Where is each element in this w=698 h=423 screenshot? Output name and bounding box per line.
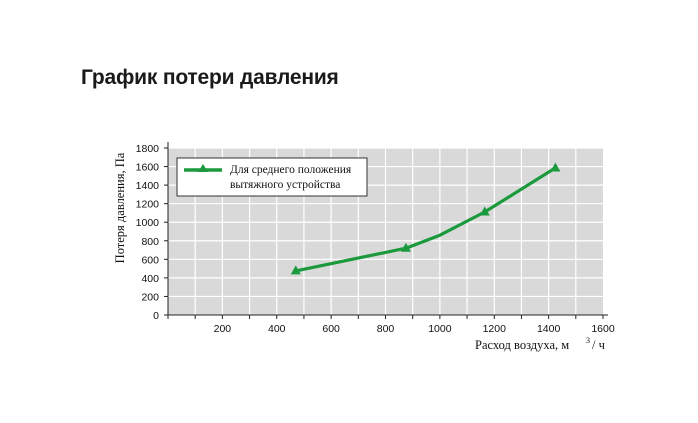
triangle-marker-icon [479,206,490,216]
x-axis-label: Расход воздуха, м 3 / ч [475,336,605,352]
x-tick-label: 400 [268,323,286,335]
triangle-marker-icon [198,164,208,172]
x-tick-label: 200 [214,323,232,335]
x-axis-label-sup: 3 [586,336,590,345]
triangle-marker-icon [400,242,411,252]
y-tick-label: 800 [141,236,159,248]
x-axis-label-tail: / ч [592,338,605,352]
y-tick-label: 600 [141,254,159,266]
grid-lines [168,147,603,315]
series-line [294,166,558,273]
triangle-marker-icon [550,162,561,172]
legend: Для среднего положения вытяжного устройс… [176,157,368,197]
y-tick-label: 1800 [136,143,160,155]
y-axis-label: Потеря давления, Па [113,152,127,263]
y-tick-label: 1400 [136,180,160,192]
y-tick-label: 0 [153,310,159,322]
data-series [290,162,561,275]
x-tick-label: 600 [322,323,340,335]
axes [165,142,608,319]
x-tick-label: 1400 [537,323,561,335]
y-tick-label: 200 [141,291,159,303]
y-tick-label: 1200 [136,199,160,211]
triangle-marker-icon [290,265,301,275]
x-tick-label: 1200 [483,323,507,335]
x-tick-label: 1600 [591,323,615,335]
page-title: График потери давления [81,66,339,89]
legend-box [176,157,368,197]
x-tick-label: 1000 [428,323,452,335]
y-tick-label: 1000 [136,217,160,229]
x-axis-ticks: 200 400 600 800 1000 1200 1400 1600 [167,315,615,335]
legend-label-line2: вытяжного устройства [230,179,340,191]
y-tick-label: 1600 [136,162,160,174]
legend-label-line1: Для среднего положения [230,164,352,176]
y-tick-label: 400 [141,273,159,285]
y-axis-ticks: 0 200 400 600 800 1000 1200 1400 1600 1800 [136,143,168,322]
x-axis-label-main: Расход воздуха, м [475,338,569,352]
x-tick-label: 800 [377,323,395,335]
